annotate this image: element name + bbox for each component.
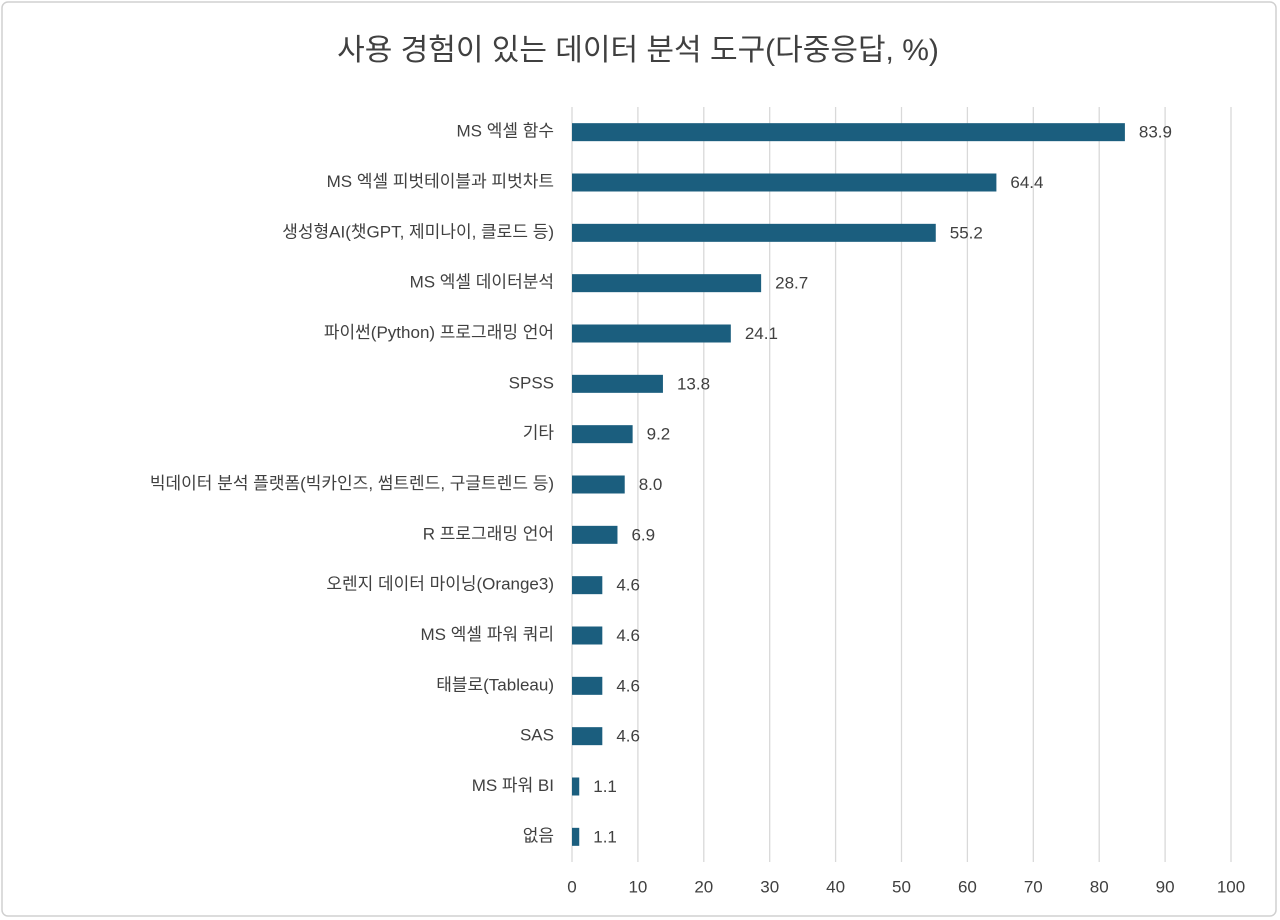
bar — [572, 223, 936, 242]
bar — [572, 525, 618, 544]
bar — [572, 827, 580, 846]
data-label: 4.6 — [616, 676, 640, 695]
data-label: 55.2 — [950, 223, 983, 242]
bar — [572, 576, 603, 595]
data-label: 13.8 — [677, 374, 710, 393]
x-tick-label: 100 — [1217, 877, 1245, 896]
data-label: 83.9 — [1139, 123, 1172, 142]
data-label: 1.1 — [593, 827, 617, 846]
data-label: 4.6 — [616, 626, 640, 645]
y-tick-label: MS 엑셀 함수 — [456, 122, 554, 141]
y-tick-label: MS 엑셀 파워 쿼리 — [420, 625, 554, 644]
x-tick-label: 20 — [694, 877, 713, 896]
bar — [572, 626, 603, 645]
bar — [572, 173, 997, 192]
y-tick-label: SAS — [520, 726, 554, 745]
x-tick-label: 40 — [826, 877, 845, 896]
bar — [572, 374, 663, 393]
x-tick-label: 70 — [1024, 877, 1043, 896]
data-label: 9.2 — [647, 425, 671, 444]
chart-title: 사용 경험이 있는 데이터 분석 도구(다중응답, %) — [337, 34, 939, 67]
data-label: 8.0 — [639, 475, 663, 494]
y-tick-label: 생성형AI(챗GPT, 제미나이, 클로드 등) — [282, 222, 554, 241]
data-label: 6.9 — [631, 525, 655, 544]
data-label: 1.1 — [593, 777, 617, 796]
x-tick-label: 0 — [567, 877, 576, 896]
y-tick-label: MS 엑셀 피벗테이블과 피벗차트 — [327, 172, 554, 191]
y-tick-label: 기타 — [523, 424, 555, 443]
bar — [572, 676, 603, 695]
bar — [572, 777, 580, 796]
y-tick-label: 태블로(Tableau) — [436, 675, 554, 694]
x-tick-label: 80 — [1090, 877, 1109, 896]
y-tick-label: 빅데이터 분석 플랫폼(빅카인즈, 썸트렌드, 구글트렌드 등) — [150, 474, 554, 493]
x-tick-label: 90 — [1156, 877, 1175, 896]
y-tick-label: R 프로그래밍 언어 — [423, 524, 554, 543]
y-tick-label: 오렌지 데이터 마이닝(Orange3) — [326, 575, 554, 594]
y-tick-label: 파이썬(Python) 프로그래밍 언어 — [324, 323, 554, 342]
bar — [572, 475, 625, 494]
y-tick-label: SPSS — [509, 373, 554, 392]
y-tick-label: MS 엑셀 데이터분석 — [410, 273, 554, 292]
data-label: 4.6 — [616, 576, 640, 595]
data-label: 24.1 — [745, 324, 778, 343]
bar — [572, 274, 762, 293]
data-label: 64.4 — [1010, 173, 1043, 192]
y-tick-label: MS 파워 BI — [472, 776, 554, 795]
bar — [572, 727, 603, 746]
x-tick-label: 60 — [958, 877, 977, 896]
data-label: 28.7 — [775, 274, 808, 293]
x-tick-label: 30 — [760, 877, 779, 896]
x-tick-label: 50 — [892, 877, 911, 896]
x-tick-label: 10 — [628, 877, 647, 896]
data-label: 4.6 — [616, 727, 640, 746]
y-tick-label: 없음 — [523, 826, 554, 845]
bar — [572, 425, 633, 444]
bar — [572, 123, 1125, 142]
bar — [572, 324, 731, 343]
